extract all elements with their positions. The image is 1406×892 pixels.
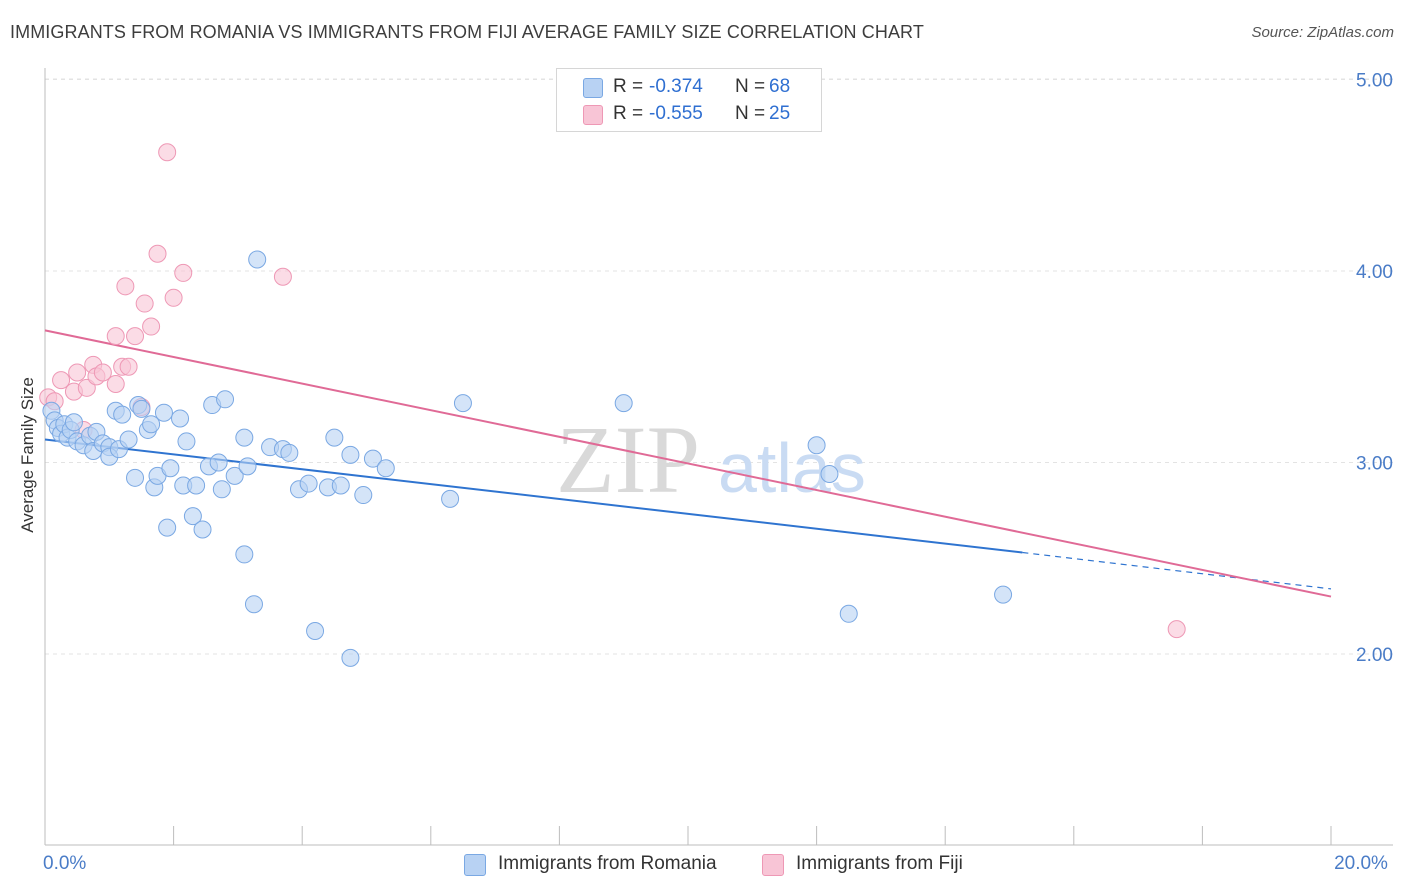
point-fiji xyxy=(119,357,138,376)
point-fiji xyxy=(135,294,154,313)
point-romania xyxy=(132,399,151,418)
chart-title: IMMIGRANTS FROM ROMANIA VS IMMIGRANTS FR… xyxy=(10,22,924,42)
y-axis-title: Average Family Size xyxy=(18,377,37,533)
point-fiji xyxy=(106,327,125,346)
data-points xyxy=(39,143,1186,667)
point-fiji xyxy=(93,363,112,382)
point-romania xyxy=(171,409,190,428)
point-fiji xyxy=(164,288,183,307)
series-swatch-romania xyxy=(464,854,486,876)
point-romania xyxy=(113,405,132,424)
point-romania xyxy=(453,394,472,413)
y-tick-label: 4.00 xyxy=(1356,262,1393,283)
watermark-atlas: atlas xyxy=(718,429,866,507)
point-fiji xyxy=(116,277,135,296)
point-fiji xyxy=(158,143,177,162)
x-tick-label: 0.0% xyxy=(43,853,86,874)
series-swatch-fiji xyxy=(762,854,784,876)
point-romania xyxy=(248,250,267,269)
x-tick-label: 20.0% xyxy=(1334,853,1388,874)
legend-n-value: 68 xyxy=(769,76,791,97)
point-romania xyxy=(142,415,161,434)
point-romania xyxy=(225,466,244,485)
point-fiji xyxy=(68,363,87,382)
point-romania xyxy=(341,445,360,464)
point-romania xyxy=(64,413,83,432)
point-romania xyxy=(441,489,460,508)
point-fiji xyxy=(273,267,292,286)
point-romania xyxy=(177,432,196,451)
tick-labels: 5.00 4.00 3.00 2.00 0.0% 20.0% xyxy=(43,71,1393,875)
point-romania xyxy=(807,436,826,455)
watermark-zip: ZIP xyxy=(556,406,700,513)
legend-r-label: R = xyxy=(613,76,644,97)
point-romania xyxy=(161,459,180,478)
point-romania xyxy=(126,468,145,487)
point-romania xyxy=(280,443,299,462)
point-romania xyxy=(209,453,228,472)
legend-n-value: 25 xyxy=(769,103,791,124)
point-romania xyxy=(820,464,839,483)
point-romania xyxy=(994,585,1013,604)
point-romania xyxy=(376,459,395,478)
series-label-romania: Immigrants from Romania xyxy=(498,853,717,874)
source-credit: Source: ZipAtlas.com xyxy=(1251,24,1394,41)
point-fiji xyxy=(77,378,96,397)
y-tick-label: 5.00 xyxy=(1356,71,1393,92)
point-fiji xyxy=(52,371,71,390)
legend-n-label: N = xyxy=(735,103,766,124)
y-tick-label: 2.00 xyxy=(1356,645,1393,666)
point-romania xyxy=(244,595,263,614)
stats-legend: R = -0.374 N = 68 R = -0.555 N = 25 xyxy=(556,68,822,132)
point-romania xyxy=(325,428,344,447)
point-fiji xyxy=(106,374,125,393)
point-romania xyxy=(193,520,212,539)
point-romania xyxy=(341,648,360,667)
legend-r-label: R = xyxy=(613,103,644,124)
legend-r-value: -0.374 xyxy=(649,76,703,97)
series-label-fiji: Immigrants from Fiji xyxy=(796,853,963,874)
point-fiji xyxy=(126,327,145,346)
legend-swatch-romania xyxy=(583,78,603,98)
point-romania xyxy=(154,403,173,422)
point-romania xyxy=(354,486,373,505)
point-fiji xyxy=(1167,620,1186,639)
trendline-romania xyxy=(44,438,1023,554)
trendline-romania-extension xyxy=(1022,551,1332,590)
point-romania xyxy=(183,507,202,526)
point-romania xyxy=(306,622,325,641)
point-romania xyxy=(839,604,858,623)
point-romania xyxy=(614,394,633,413)
point-romania xyxy=(299,474,318,493)
point-romania xyxy=(331,476,350,495)
trendline-fiji xyxy=(44,329,1332,598)
point-romania xyxy=(216,390,235,409)
point-romania xyxy=(238,457,257,476)
point-fiji xyxy=(142,317,161,336)
legend-n-label: N = xyxy=(735,76,766,97)
point-romania xyxy=(212,480,231,499)
point-romania xyxy=(235,428,254,447)
watermark: ZIP atlas xyxy=(556,406,866,513)
legend-r-value: -0.555 xyxy=(649,103,703,124)
point-fiji xyxy=(174,263,193,282)
point-fiji xyxy=(148,244,167,263)
axes xyxy=(44,68,1393,846)
point-romania xyxy=(158,518,177,537)
point-romania xyxy=(235,545,254,564)
point-romania xyxy=(363,449,382,468)
point-romania xyxy=(187,476,206,495)
y-tick-label: 3.00 xyxy=(1356,454,1393,475)
legend-swatch-fiji xyxy=(583,105,603,125)
point-romania xyxy=(119,430,138,449)
